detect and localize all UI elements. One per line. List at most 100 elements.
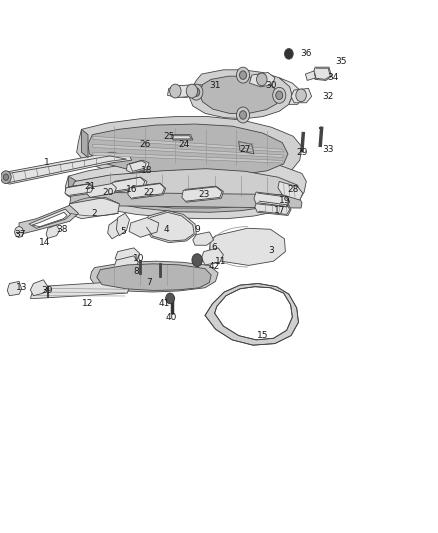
Text: 27: 27 xyxy=(240,145,251,154)
Polygon shape xyxy=(7,281,21,296)
Polygon shape xyxy=(92,144,284,158)
Text: 25: 25 xyxy=(163,132,174,141)
Text: 11: 11 xyxy=(215,257,227,265)
Text: 36: 36 xyxy=(300,50,312,58)
Text: 38: 38 xyxy=(56,225,67,234)
Circle shape xyxy=(240,111,247,119)
Text: 39: 39 xyxy=(41,286,52,295)
Polygon shape xyxy=(129,217,159,237)
Polygon shape xyxy=(46,225,60,238)
Polygon shape xyxy=(313,67,332,80)
Text: 30: 30 xyxy=(265,81,277,90)
Polygon shape xyxy=(97,264,211,290)
Polygon shape xyxy=(215,287,292,340)
Text: 3: 3 xyxy=(268,246,274,255)
Polygon shape xyxy=(65,158,306,219)
Polygon shape xyxy=(3,152,132,184)
Circle shape xyxy=(192,254,202,266)
Circle shape xyxy=(166,293,174,304)
Polygon shape xyxy=(279,78,302,104)
Polygon shape xyxy=(128,183,166,199)
Text: 21: 21 xyxy=(85,182,96,191)
Text: 19: 19 xyxy=(279,196,290,205)
Polygon shape xyxy=(278,181,303,200)
Polygon shape xyxy=(81,130,88,158)
Polygon shape xyxy=(305,71,316,80)
Circle shape xyxy=(257,73,267,86)
Text: 17: 17 xyxy=(274,206,286,215)
Polygon shape xyxy=(254,192,290,207)
Polygon shape xyxy=(30,281,130,298)
Circle shape xyxy=(170,84,181,98)
Circle shape xyxy=(296,89,306,102)
Polygon shape xyxy=(87,183,117,197)
Polygon shape xyxy=(182,187,223,202)
Text: 28: 28 xyxy=(287,185,299,194)
Polygon shape xyxy=(145,211,196,243)
Text: 15: 15 xyxy=(257,331,268,340)
Polygon shape xyxy=(117,213,130,236)
Polygon shape xyxy=(108,219,123,239)
Text: 13: 13 xyxy=(15,283,27,292)
Text: 20: 20 xyxy=(102,188,113,197)
Text: 9: 9 xyxy=(194,225,200,234)
Polygon shape xyxy=(77,117,302,183)
Polygon shape xyxy=(114,256,138,272)
Text: 16: 16 xyxy=(126,185,138,194)
Polygon shape xyxy=(67,197,120,219)
Circle shape xyxy=(14,227,23,237)
Polygon shape xyxy=(92,136,284,152)
Polygon shape xyxy=(65,184,95,196)
Polygon shape xyxy=(167,85,196,98)
Text: 29: 29 xyxy=(296,148,307,157)
Circle shape xyxy=(240,71,247,79)
Text: 35: 35 xyxy=(336,58,347,66)
Polygon shape xyxy=(111,177,147,192)
Circle shape xyxy=(186,84,198,98)
Text: 34: 34 xyxy=(327,73,338,82)
Polygon shape xyxy=(76,169,287,212)
Circle shape xyxy=(237,107,250,123)
Polygon shape xyxy=(205,284,298,345)
Text: 4: 4 xyxy=(164,225,170,234)
Polygon shape xyxy=(32,212,67,227)
Circle shape xyxy=(190,84,203,100)
Polygon shape xyxy=(169,85,202,98)
Text: 37: 37 xyxy=(14,230,26,239)
Text: 31: 31 xyxy=(209,81,220,90)
Polygon shape xyxy=(70,192,302,208)
Polygon shape xyxy=(90,261,218,292)
Text: 26: 26 xyxy=(139,140,151,149)
Text: 33: 33 xyxy=(322,145,334,154)
Polygon shape xyxy=(29,209,71,228)
Circle shape xyxy=(273,87,286,103)
Text: 42: 42 xyxy=(209,262,220,271)
Polygon shape xyxy=(127,160,149,173)
Polygon shape xyxy=(193,232,214,245)
Polygon shape xyxy=(68,176,77,200)
Polygon shape xyxy=(209,228,286,265)
Text: 10: 10 xyxy=(132,254,144,263)
Text: 1: 1 xyxy=(44,158,49,167)
Polygon shape xyxy=(88,124,288,176)
Text: 41: 41 xyxy=(159,299,170,308)
Text: 24: 24 xyxy=(178,140,190,149)
Text: 2: 2 xyxy=(92,209,97,218)
Text: 18: 18 xyxy=(141,166,153,175)
Text: 7: 7 xyxy=(146,278,152,287)
Text: 23: 23 xyxy=(198,190,209,199)
Circle shape xyxy=(193,88,200,96)
Polygon shape xyxy=(255,200,291,215)
Polygon shape xyxy=(199,76,279,114)
Text: 14: 14 xyxy=(39,238,50,247)
Text: 22: 22 xyxy=(144,188,155,197)
Text: 8: 8 xyxy=(133,268,139,276)
Polygon shape xyxy=(30,280,48,296)
Polygon shape xyxy=(250,72,275,87)
Text: 32: 32 xyxy=(322,92,334,101)
Text: 12: 12 xyxy=(82,299,94,308)
Polygon shape xyxy=(189,70,292,119)
Polygon shape xyxy=(92,152,284,163)
Polygon shape xyxy=(291,88,311,103)
Polygon shape xyxy=(201,248,223,265)
